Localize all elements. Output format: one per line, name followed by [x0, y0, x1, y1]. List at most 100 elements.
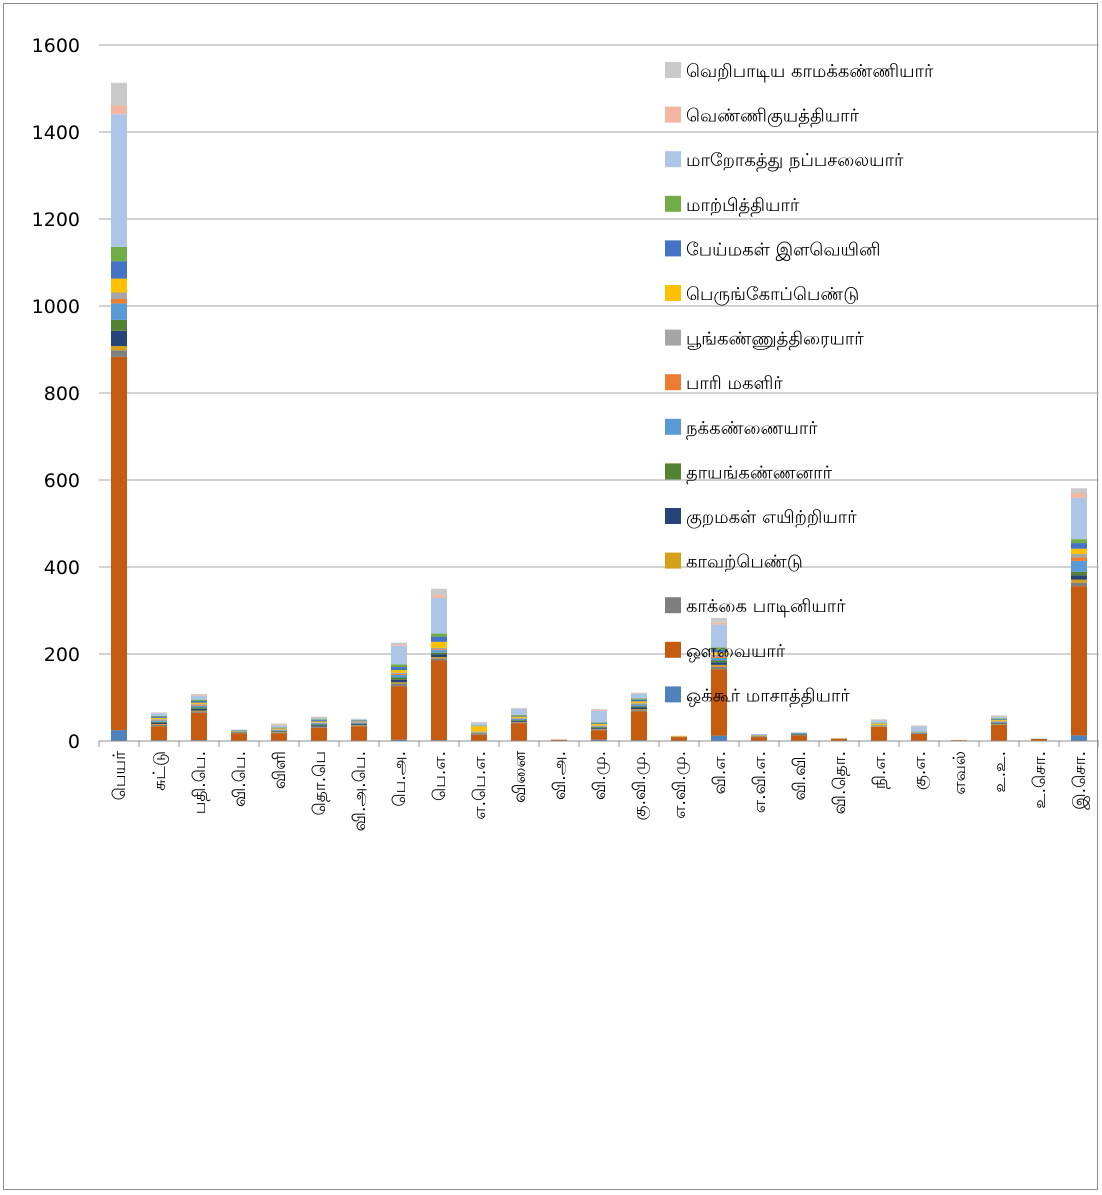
- bar-segment: [1071, 488, 1087, 494]
- bar-segment: [431, 641, 447, 648]
- legend-label: ஔவையார்: [686, 641, 786, 662]
- bar-segment: [111, 319, 127, 331]
- x-category-label: எவல்: [950, 751, 970, 795]
- legend-label: மாறோகத்து நப்பசலையார்: [686, 150, 904, 172]
- y-tick-label: 1200: [32, 209, 80, 231]
- bar-segment: [511, 720, 527, 721]
- bar-segment: [1071, 582, 1087, 587]
- x-axis: [98, 740, 1099, 747]
- bar-segment: [191, 707, 207, 709]
- bar-segment: [311, 716, 327, 718]
- legend-label: காவற்பெண்டு: [686, 552, 803, 573]
- legend-item: ஔவையார்: [665, 641, 786, 662]
- bar-segment: [191, 704, 207, 705]
- bar-segment: [631, 692, 647, 694]
- bar-segment: [1071, 575, 1087, 580]
- bar-segment: [111, 346, 127, 351]
- bar-segment: [711, 735, 727, 741]
- legend-label: வெறிபாடிய காமக்கண்ணியார்: [686, 61, 934, 82]
- x-category-label: இ.சொ.: [1070, 751, 1090, 810]
- bar-segment: [791, 735, 807, 741]
- legend-item: வெண்ணிகுயத்தியார்: [665, 106, 860, 128]
- legend-item: பூங்கண்ணுத்திரையார்: [665, 329, 864, 351]
- legend-label: குறமகள் எயிற்றியார்: [686, 507, 857, 529]
- bar-segment: [391, 683, 407, 687]
- bar-segment: [271, 732, 287, 734]
- x-category-label: வி.பெ.: [230, 751, 250, 807]
- bar-segment: [591, 710, 607, 723]
- bar-segment: [711, 664, 727, 667]
- bar-segment: [711, 624, 727, 648]
- bar-segment: [511, 708, 527, 715]
- bar-segment: [471, 723, 487, 726]
- bar-segment: [151, 722, 167, 725]
- legend-label: பூங்கண்ணுத்திரையார்: [686, 329, 864, 351]
- legend-swatch: [665, 508, 681, 524]
- bar-segment: [711, 622, 727, 625]
- legend-item: பேய்மகள் இளவெயினி: [665, 239, 881, 260]
- x-category-label: எ.பெ.எ.: [470, 751, 490, 820]
- bar-segment: [111, 105, 127, 115]
- bar-segment: [311, 719, 327, 721]
- bar-segment: [711, 654, 727, 657]
- bar-segment: [1071, 539, 1087, 544]
- bar-segment: [631, 711, 647, 741]
- x-category-label: எ.வி.எ.: [750, 751, 770, 813]
- bar-segment: [111, 350, 127, 357]
- legend-label: தாயங்கண்ணனார்: [686, 462, 833, 484]
- bar-segment: [711, 649, 727, 653]
- bar-segment: [191, 702, 207, 705]
- legend-swatch: [665, 240, 681, 257]
- bar-segment: [111, 114, 127, 247]
- bar-segment: [631, 699, 647, 702]
- bar-segment: [591, 722, 607, 724]
- bar-segment: [391, 642, 407, 645]
- bar-segment: [711, 662, 727, 665]
- bar-segment: [991, 722, 1007, 724]
- bar-segment: [431, 657, 447, 659]
- x-category-label: வி.மு.: [590, 751, 610, 800]
- bar-segment: [1071, 557, 1087, 561]
- bar-segment: [711, 660, 727, 663]
- legend-swatch: [665, 195, 681, 212]
- bar-segment: [591, 730, 607, 740]
- bar-segment: [191, 708, 207, 711]
- bar-segment: [671, 737, 687, 741]
- x-category-label: வி.அ.பெ.: [350, 751, 370, 831]
- bar-segment: [151, 716, 167, 718]
- x-category-label: கு.வி.மு.: [630, 751, 650, 820]
- legend-swatch: [665, 686, 681, 703]
- legend-item: ஒக்கூர் மாசாத்தியார்: [665, 685, 850, 707]
- bar-segment: [711, 617, 727, 623]
- x-category-label: சுட்டு: [150, 751, 170, 791]
- bar-segment: [1071, 735, 1087, 741]
- bar-segment: [1071, 497, 1087, 540]
- bar-segment: [591, 723, 607, 725]
- bar-segment: [151, 717, 167, 720]
- legend-item: தாயங்கண்ணனார்: [665, 462, 833, 484]
- bar-segment: [911, 726, 927, 732]
- bar-segment: [271, 725, 287, 728]
- bar-segment: [591, 727, 607, 728]
- bar-segment: [631, 706, 647, 708]
- bar-segment: [391, 670, 407, 673]
- x-axis-labels: பெயர் சுட்டு பதி.பெ. வி.பெ. விளி தொ.பெ வி.அ.பெ…: [110, 750, 1090, 831]
- bar-segment: [351, 722, 367, 724]
- bar-segment: [111, 246, 127, 262]
- bar-segment: [391, 667, 407, 671]
- x-category-label: வி.வி.: [790, 751, 810, 801]
- legend-item: நக்கண்ணையார்: [665, 418, 818, 440]
- gridlines: [99, 44, 1099, 655]
- legend-swatch: [665, 552, 681, 569]
- bar-segment: [1071, 586, 1087, 736]
- legend-item: மாறோகத்து நப்பசலையார்: [665, 150, 904, 172]
- bar-segment: [511, 718, 527, 721]
- bar-segment: [511, 716, 527, 718]
- bar-segment: [351, 724, 367, 725]
- x-category-label: வி.தொ.: [830, 751, 850, 814]
- bar-segment: [431, 649, 447, 651]
- bar-segment: [431, 650, 447, 653]
- x-category-label: உ.உ.: [990, 751, 1010, 793]
- bar-segment: [311, 720, 327, 722]
- legend-item: மாற்பித்தியார்: [665, 195, 800, 217]
